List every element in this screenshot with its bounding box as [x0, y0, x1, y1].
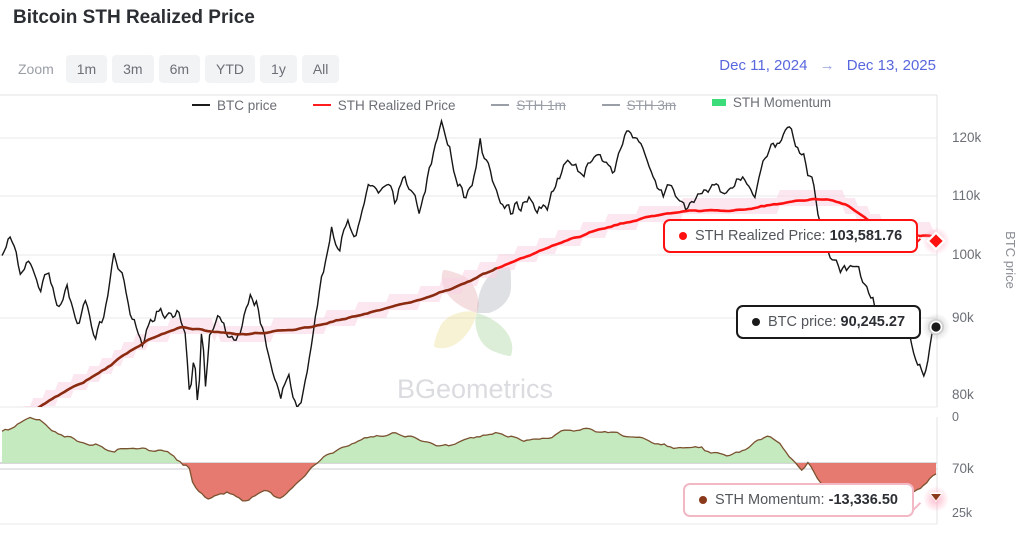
svg-text:70k: 70k — [952, 461, 974, 476]
svg-text:120k: 120k — [952, 130, 982, 145]
svg-text:0: 0 — [952, 410, 959, 424]
svg-text:80k: 80k — [952, 387, 974, 402]
svg-text:110k: 110k — [952, 188, 981, 203]
svg-text:BGeometrics: BGeometrics — [397, 374, 553, 404]
svg-text:25k: 25k — [952, 506, 973, 520]
svg-text:BTC price: BTC price — [1003, 231, 1018, 289]
svg-text:100k: 100k — [952, 247, 982, 262]
svg-text:90k: 90k — [952, 310, 974, 325]
